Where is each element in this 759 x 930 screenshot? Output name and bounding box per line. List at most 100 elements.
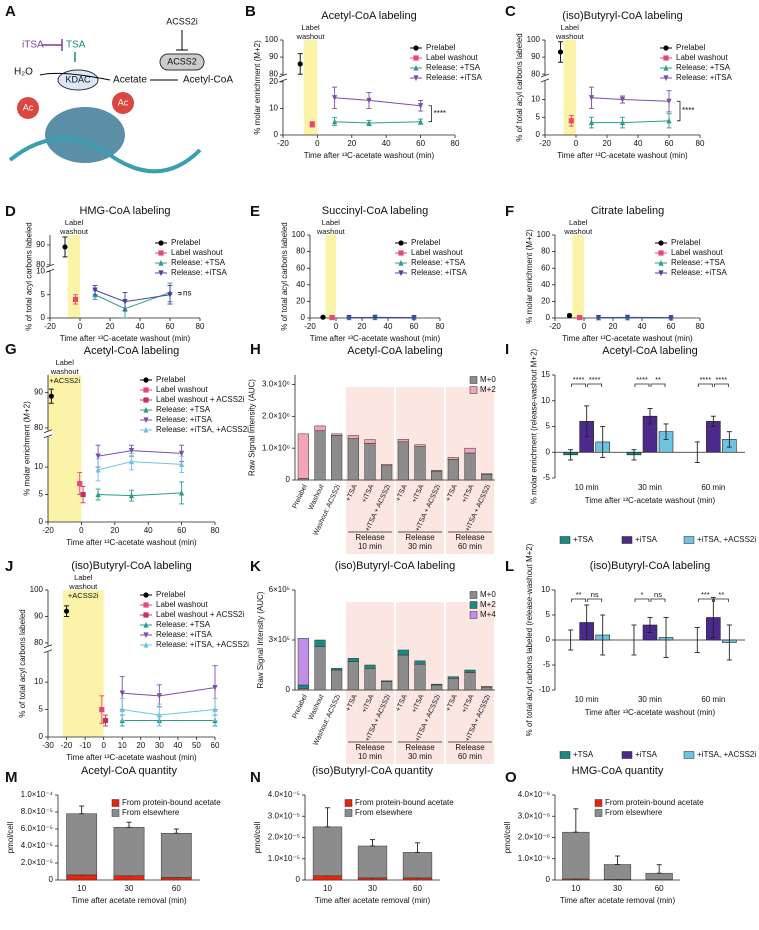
- bar-segment: [297, 433, 309, 479]
- significance-bracket: [713, 383, 729, 387]
- legend-label: From elsewhere: [122, 808, 180, 817]
- shade-label: Label: [561, 23, 580, 32]
- y-tick-label: 0: [49, 875, 54, 884]
- x-tick-label: 20: [347, 139, 356, 148]
- x-tick-label: 80: [696, 322, 705, 331]
- legend-marker: [143, 377, 149, 383]
- legend-marker: [143, 387, 149, 393]
- shade-label: washout: [563, 227, 593, 236]
- data-point: [666, 117, 672, 124]
- y-axis-label: pmol/cell: [503, 822, 512, 854]
- significance-label: ****: [434, 109, 446, 118]
- y-tick-label: 0: [546, 447, 551, 456]
- bar-segment: [347, 435, 359, 439]
- bar-segment: [431, 470, 443, 481]
- shade-label: Label: [569, 218, 588, 227]
- bar-segment: [364, 439, 376, 444]
- x-axis-label: Time after ¹³C-acetate washout (min): [60, 334, 191, 343]
- data-point: [588, 95, 595, 101]
- label: KDAC: [65, 74, 91, 84]
- x-tick-label: 0: [334, 322, 339, 331]
- release-time: 10 min: [358, 542, 382, 551]
- data-point: [320, 314, 326, 320]
- x-tick-label: 20: [136, 741, 145, 750]
- x-tick-label: 40: [634, 139, 643, 148]
- legend-marker: [143, 397, 149, 403]
- y-tick-label: 80: [34, 423, 43, 432]
- bar-segment: [447, 457, 459, 460]
- significance-bracket: [650, 383, 666, 387]
- panel-letter: I: [505, 341, 509, 358]
- data-point: [566, 312, 573, 319]
- y-tick-label: 1.0×10⁶: [262, 443, 290, 452]
- y-axis-label: % of total acyl carbons labeled: [18, 609, 27, 718]
- x-tick-label: 60 min: [701, 483, 725, 492]
- legend-label: From protein-bound acetate: [122, 798, 221, 807]
- y-axis-label: Raw Signal Intensity (AUC): [256, 591, 265, 688]
- x-tick-label: 0: [78, 322, 83, 331]
- y-tick-label: 100: [292, 230, 306, 239]
- washout-shade: [62, 590, 104, 737]
- legend-label: From elsewhere: [605, 808, 663, 817]
- x-axis-label: Time after acetate removal (min): [315, 896, 431, 905]
- data-point: [48, 393, 54, 399]
- data-point: [568, 118, 574, 124]
- y-tick-label: 0: [41, 313, 46, 322]
- x-tick-label: 40: [384, 322, 393, 331]
- panel-letter: J: [5, 558, 13, 575]
- legend-marker: [658, 259, 664, 266]
- data-point: [411, 314, 417, 321]
- label: Ac: [118, 97, 129, 107]
- legend-marker: [658, 270, 664, 277]
- axis-break: [44, 430, 52, 437]
- x-tick-label: -20: [44, 322, 56, 331]
- y-tick-label: 5: [546, 610, 551, 619]
- legend-marker: [663, 45, 669, 51]
- bar-segment: [431, 683, 443, 686]
- release-label: Release: [405, 533, 435, 542]
- legend-label: Prelabel: [671, 238, 701, 247]
- panel-letter: M: [5, 769, 18, 786]
- bar-segment: [481, 686, 493, 688]
- legend-label: +iTSA, +ACSS2i: [697, 535, 756, 544]
- x-tick-label: Prelabel: [292, 483, 309, 510]
- bar-segment: [481, 474, 493, 481]
- panel-letter: N: [250, 769, 261, 786]
- chart-title: Acetyl-CoA labeling: [321, 10, 416, 22]
- significance-label: ****: [636, 375, 648, 384]
- shade-label: Label: [56, 358, 75, 367]
- bar-segment: [347, 438, 359, 481]
- legend-swatch: [683, 751, 695, 759]
- y-tick-label: 40: [541, 280, 550, 289]
- washout-shade: [325, 235, 336, 318]
- y-axis-label: pmol/cell: [253, 822, 262, 854]
- x-tick-label: 60: [211, 741, 220, 750]
- bar-segment: [464, 452, 476, 481]
- panel-letter: L: [505, 558, 514, 575]
- shade-label: +ACSS2i: [49, 376, 80, 385]
- arrow: [39, 72, 111, 81]
- legend-marker: [143, 417, 149, 424]
- y-tick-label: 20: [541, 297, 550, 306]
- legend-marker: [663, 64, 669, 71]
- y-tick-label: 100: [30, 585, 44, 594]
- x-tick-label: 20: [358, 322, 367, 331]
- data-point: [332, 118, 338, 125]
- legend-marker: [413, 55, 419, 61]
- y-tick-label: 15: [541, 370, 550, 379]
- chart-title: Citrate labeling: [591, 205, 664, 217]
- x-tick-label: 30 min: [638, 695, 662, 704]
- x-tick-label: 80: [436, 322, 445, 331]
- legend-marker: [143, 406, 149, 413]
- release-time: 60 min: [458, 542, 482, 551]
- data-point: [212, 685, 218, 691]
- legend-label: Release: +TSA: [676, 63, 731, 72]
- x-tick-label: 60: [416, 139, 425, 148]
- shade-label: Label: [301, 23, 320, 32]
- bar-segment: [447, 678, 459, 691]
- x-tick-label: 30: [155, 741, 164, 750]
- legend-label: Label washout: [156, 600, 208, 609]
- bar-segment: [297, 684, 309, 689]
- data-point: [418, 103, 424, 109]
- x-tick-label: 40: [136, 322, 145, 331]
